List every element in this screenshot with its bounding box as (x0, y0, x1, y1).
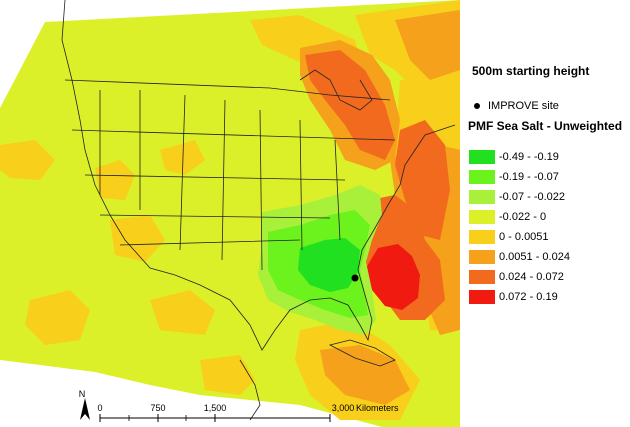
legend-swatch (469, 170, 495, 184)
boundary-lines (61, 0, 456, 421)
legend-class-label: -0.07 - -0.022 (499, 191, 566, 203)
legend-class-row: -0.19 - -0.07 (469, 167, 570, 187)
legend-swatch (469, 290, 495, 304)
legend-classes: -0.49 - -0.19 -0.19 - -0.07 -0.07 - -0.0… (469, 147, 570, 307)
scale-tick-3000: 3,000 (332, 403, 355, 413)
legend-class-row: 0.0051 - 0.024 (469, 247, 570, 267)
legend-class-label: 0.024 - 0.072 (499, 271, 564, 283)
scale-tick-750: 750 (150, 403, 165, 413)
legend-class-row: -0.022 - 0 (469, 207, 570, 227)
legend-class-label: -0.19 - -0.07 (499, 171, 559, 183)
north-label: N (79, 389, 86, 399)
legend-class-row: 0 - 0.0051 (469, 227, 570, 247)
site-legend-label: IMPROVE site (488, 100, 559, 112)
scale-unit: Kilometers (356, 403, 399, 413)
legend-class-row: 0.024 - 0.072 (469, 267, 570, 287)
zone-max-negative (298, 238, 360, 292)
scale-tick-0: 0 (97, 403, 102, 413)
legend-class-row: -0.49 - -0.19 (469, 147, 570, 167)
legend-swatch (469, 150, 495, 164)
scale-tick-1500: 1,500 (204, 403, 227, 413)
legend-swatch (469, 190, 495, 204)
scale-bar: 0 750 1,500 3,000 Kilometers (97, 403, 399, 422)
legend-swatch (469, 210, 495, 224)
north-arrow-icon: N (79, 389, 90, 420)
legend-title: PMF Sea Salt - Unweighted (468, 119, 623, 133)
legend-class-label: -0.022 - 0 (499, 211, 547, 223)
legend-class-row: -0.07 - -0.022 (469, 187, 570, 207)
legend-class-label: -0.49 - -0.19 (499, 151, 559, 163)
legend-swatch (469, 250, 495, 264)
legend-class-label: 0.072 - 0.19 (499, 291, 558, 303)
legend-swatch (469, 230, 495, 244)
zone-max-positive (366, 244, 420, 310)
legend-swatch (469, 270, 495, 284)
legend-class-row: 0.072 - 0.19 (469, 287, 570, 307)
site-legend-entry: IMPROVE site (474, 100, 559, 112)
map-heading: 500m starting height (472, 64, 590, 78)
site-dot-icon (474, 103, 480, 109)
legend-class-label: 0 - 0.0051 (499, 231, 549, 243)
improve-site-marker (351, 274, 359, 282)
legend-class-label: 0.0051 - 0.024 (499, 251, 570, 263)
